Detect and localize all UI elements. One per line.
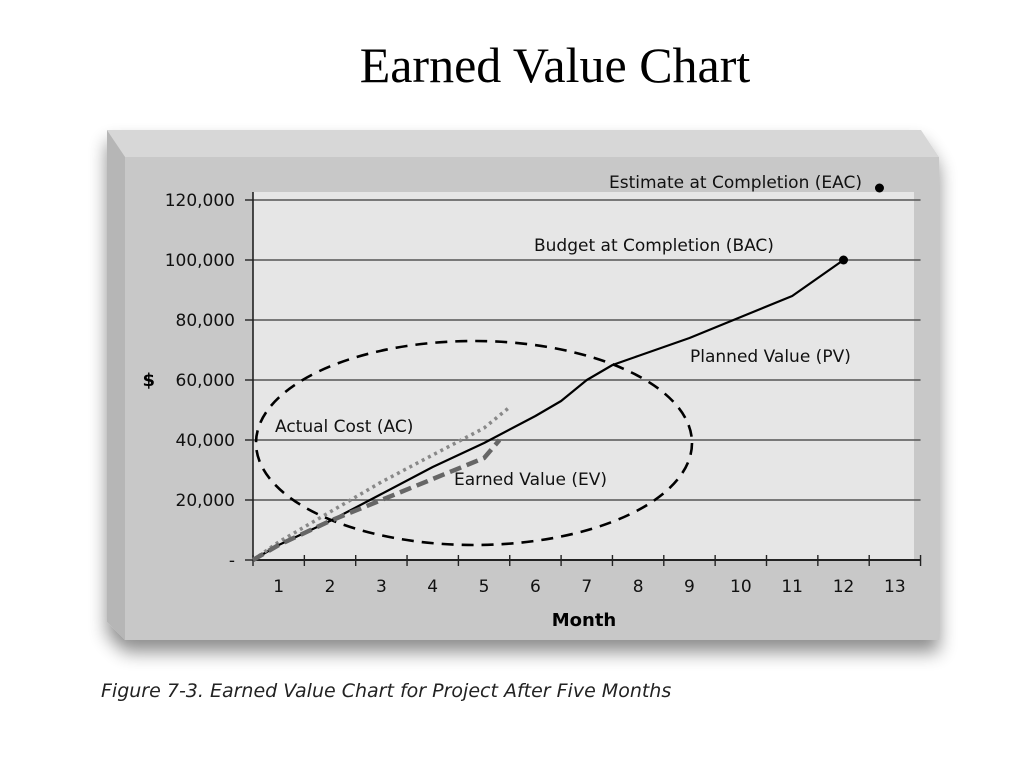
x-tick-label: 4 [427,577,438,597]
series-label-ev: Earned Value (EV) [454,470,607,490]
y-tick-label: - [229,551,235,571]
y-axis-label: $ [142,370,155,391]
x-tick-label: 10 [730,577,752,597]
x-tick-label: 2 [325,577,336,597]
completion-markers [839,183,884,265]
panel-top-edge [107,130,939,157]
five-month-highlight-ellipse [254,339,694,547]
y-tick-label: 20,000 [176,491,235,511]
series-label-pv: Planned Value (PV) [690,347,851,367]
marker-label-eac: Estimate at Completion (EAC) [609,173,862,193]
y-tick-label: 80,000 [176,311,235,331]
x-tick-label: 5 [479,577,490,597]
x-tick-label: 9 [684,577,695,597]
eac-marker-point [874,183,884,193]
y-axis: - 20,000 40,000 60,000 80,000 100,000 120,000 [165,191,254,571]
x-axis: 1 2 3 4 5 6 7 8 9 10 11 12 13 [252,555,922,597]
slide-title: Earned Value Chart [359,37,751,93]
marker-label-bac: Budget at Completion (BAC) [534,236,774,256]
plot-area [253,192,914,560]
figure-caption: Figure 7-3. Earned Value Chart for Proje… [101,680,672,702]
x-tick-label: 1 [273,577,284,597]
y-tick-label: 100,000 [165,251,235,271]
earned-value-line [251,438,502,562]
y-tick-label: 40,000 [176,431,235,451]
y-tick-label: 60,000 [176,371,235,391]
y-tick-label: 120,000 [165,191,235,211]
x-tick-label: 11 [781,577,803,597]
x-tick-label: 6 [530,577,541,597]
panel-left-edge [107,130,125,640]
series-lines [251,259,845,562]
planned-value-line [252,259,845,561]
x-axis-label: Month [552,610,617,631]
bac-marker-point [839,255,849,265]
actual-cost-line [251,405,511,562]
x-tick-label: 12 [833,577,855,597]
x-tick-label: 13 [884,577,906,597]
x-tick-label: 7 [581,577,592,597]
series-label-ac: Actual Cost (AC) [275,417,413,437]
x-tick-label: 3 [376,577,387,597]
x-tick-label: 8 [633,577,644,597]
